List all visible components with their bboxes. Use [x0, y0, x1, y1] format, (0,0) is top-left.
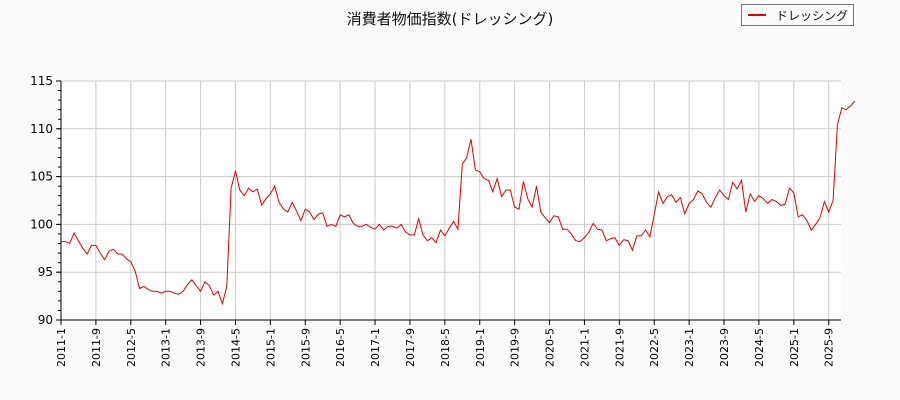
x-tick-label: 2022-5 — [648, 328, 661, 367]
x-tick-label: 2013-9 — [195, 328, 208, 367]
x-tick-label: 2025-1 — [788, 328, 801, 367]
x-tick-label: 2017-1 — [369, 328, 382, 367]
x-tick-label: 2013-1 — [160, 328, 173, 367]
x-tick-label: 2019-9 — [509, 328, 522, 367]
y-tick-label: 90 — [38, 313, 53, 327]
x-tick-label: 2024-5 — [753, 328, 766, 367]
y-axis-ticks: 90 95 100 105 110 115 — [30, 74, 61, 327]
gridlines — [61, 80, 841, 320]
x-tick-label: 2021-9 — [613, 328, 626, 367]
series-line-dressing — [61, 100, 856, 306]
y-tick-label: 95 — [38, 265, 53, 279]
x-tick-label: 2015-9 — [299, 328, 312, 367]
axes — [60, 81, 841, 321]
x-tick-label: 2015-1 — [264, 328, 277, 367]
x-tick-label: 2019-1 — [474, 328, 487, 367]
x-tick-label: 2020-5 — [544, 328, 557, 367]
legend-line-swatch-icon — [748, 14, 766, 16]
x-tick-label: 2025-9 — [823, 328, 836, 367]
x-tick-label: 2018-5 — [439, 328, 452, 367]
x-tick-label: 2023-1 — [683, 328, 696, 367]
chart-title: 消費者物価指数(ドレッシング) — [346, 10, 554, 28]
legend-label: ドレッシング — [776, 8, 849, 23]
x-tick-label: 2011-9 — [90, 328, 103, 367]
y-tick-label: 100 — [30, 217, 53, 231]
legend: ドレッシング — [741, 4, 854, 26]
x-tick-label: 2023-9 — [718, 328, 731, 367]
x-tick-label: 2017-9 — [404, 328, 417, 367]
y-tick-label: 105 — [30, 170, 53, 184]
y-tick-label: 110 — [30, 122, 53, 136]
x-tick-label: 2014-5 — [229, 328, 242, 367]
x-tick-label: 2021-1 — [578, 328, 591, 367]
x-tick-label: 2012-5 — [125, 328, 138, 367]
x-tick-label: 2011-1 — [55, 328, 68, 367]
x-tick-label: 2016-5 — [334, 328, 347, 367]
y-tick-label: 115 — [30, 74, 53, 88]
x-axis-ticks: 2011-1 2011-9 2012-5 2013-1 2013-9 2014-5 2015… — [55, 320, 836, 367]
